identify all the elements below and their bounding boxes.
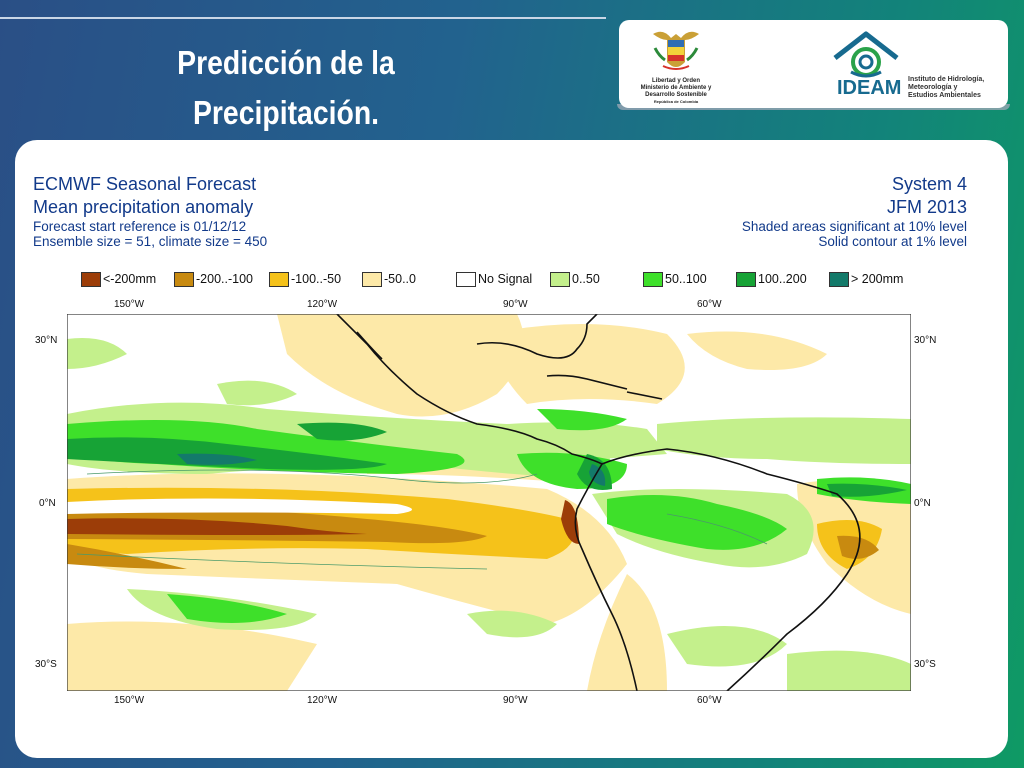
- lat-label-right: 30°N: [914, 335, 937, 346]
- lon-label-bottom: 90°W: [503, 695, 528, 706]
- forecast-title: ECMWF Seasonal Forecast: [33, 174, 257, 194]
- legend-swatch: [643, 272, 663, 287]
- lat-label-right: 0°N: [914, 498, 931, 509]
- lat-label-left: 0°N: [39, 498, 56, 509]
- lon-label-top: 120°W: [307, 299, 338, 310]
- ensemble-size: Ensemble size = 51, climate size = 450: [33, 234, 268, 249]
- precipitation-legend: <-200mm -200..-100 -100..-50 -50..0 No S…: [81, 271, 931, 289]
- forecast-subtitle: Mean precipitation anomaly: [33, 197, 254, 217]
- forecast-start-reference: Forecast start reference is 01/12/12: [33, 219, 247, 234]
- lon-label-top: 150°W: [114, 299, 145, 310]
- system-label: System 4: [891, 174, 967, 194]
- legend-swatch: [456, 272, 476, 287]
- gov-logo-line-2: Ministerio de Ambiente y: [640, 85, 712, 91]
- ideam-subtitle-line-3: Estudios Ambientales: [908, 92, 981, 99]
- coastlines: [336, 314, 861, 691]
- legend-swatch: [736, 272, 756, 287]
- ideam-subtitle: Instituto de Hidrología, Meteorología y …: [908, 76, 1004, 100]
- legend-swatch: [81, 272, 101, 287]
- lat-label-left: 30°N: [35, 335, 58, 346]
- legend-label: 100..200: [758, 272, 807, 286]
- no-signal-band: [67, 498, 412, 514]
- lon-label-bottom: 120°W: [307, 695, 338, 706]
- gov-logo-line-1: Libertad y Orden: [651, 78, 700, 84]
- ideam-subtitle-line-2: Meteorología y: [908, 84, 958, 91]
- slide-title-line-1: Predicción de la: [177, 44, 395, 81]
- legend-label: 0..50: [572, 272, 600, 286]
- lon-label-top: 90°W: [503, 299, 528, 310]
- legend-swatch: [829, 272, 849, 287]
- legend-label: <-200mm: [103, 272, 157, 286]
- colombia-coat-of-arms-logo: Libertad y Orden Ministerio de Ambiente …: [633, 26, 719, 106]
- coat-of-arms-icon: [653, 31, 699, 70]
- legend-label: 50..100: [665, 272, 707, 286]
- lat-label-right: 30°S: [914, 659, 936, 670]
- gov-logo-line-4: República de Colombia: [653, 99, 699, 104]
- anomaly-pos-high: [67, 422, 907, 497]
- legend-swatch: [550, 272, 570, 287]
- legend-label: -50..0: [384, 272, 416, 286]
- lon-label-top: 60°W: [697, 299, 722, 310]
- slide-title: Predicción de la Precipitación.: [123, 38, 450, 138]
- contour-note: Solid contour at 1% level: [818, 234, 967, 249]
- legend-label: -200..-100: [196, 272, 253, 286]
- anomaly-neg-extreme: [67, 500, 579, 544]
- logo-panel: Libertad y Orden Ministerio de Ambiente …: [619, 20, 1008, 108]
- lon-label-bottom: 150°W: [114, 695, 145, 706]
- legend-swatch: [269, 272, 289, 287]
- lat-label-left: 30°S: [35, 659, 57, 670]
- season-label: JFM 2013: [886, 197, 967, 217]
- ideam-logo-icon: [833, 31, 899, 78]
- gov-logo-line-3: Desarrollo Sostenible: [645, 92, 707, 98]
- legend-label: > 200mm: [851, 272, 904, 286]
- ideam-name: IDEAM: [837, 77, 902, 99]
- legend-label: No Signal: [478, 272, 533, 286]
- precipitation-anomaly-map: [67, 314, 911, 691]
- slide-title-line-2: Precipitación.: [192, 94, 380, 131]
- significance-contours: [76, 469, 768, 570]
- header-rule: [0, 17, 606, 19]
- legend-swatch: [174, 272, 194, 287]
- significance-note: Shaded areas significant at 10% level: [741, 219, 967, 234]
- ideam-subtitle-line-1: Instituto de Hidrología,: [908, 76, 985, 83]
- legend-label: -100..-50: [291, 272, 342, 286]
- lon-label-bottom: 60°W: [697, 695, 722, 706]
- legend-swatch: [362, 272, 382, 287]
